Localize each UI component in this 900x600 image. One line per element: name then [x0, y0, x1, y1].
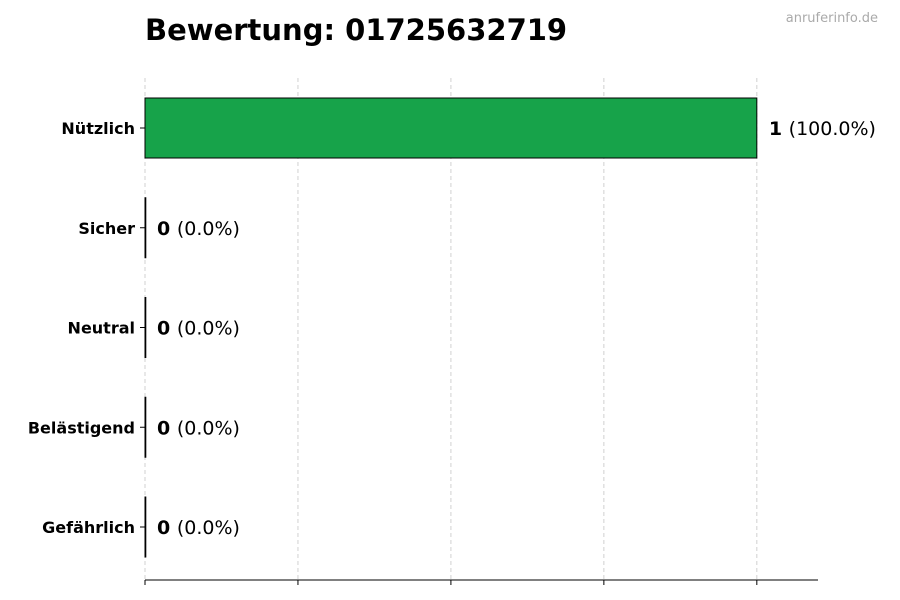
category-label: Belästigend — [28, 418, 135, 437]
value-label: 0 (0.0%) — [157, 318, 240, 340]
chart-title: Bewertung: 01725632719 — [145, 13, 567, 47]
category-label: Gefährlich — [42, 518, 135, 537]
bar — [144, 197, 147, 259]
watermark: anruferinfo.de — [786, 11, 878, 26]
value-label: 0 (0.0%) — [157, 417, 240, 439]
value-label: 0 (0.0%) — [157, 517, 240, 539]
value-label: 1 (100.0%) — [769, 118, 876, 140]
bar — [144, 297, 147, 358]
bar — [144, 97, 758, 159]
value-label: 0 (0.0%) — [157, 218, 240, 240]
category-label: Neutral — [68, 319, 135, 338]
category-label: Sicher — [78, 219, 135, 238]
bar — [144, 396, 147, 458]
category-label: Nützlich — [61, 119, 135, 138]
bar — [144, 496, 147, 558]
